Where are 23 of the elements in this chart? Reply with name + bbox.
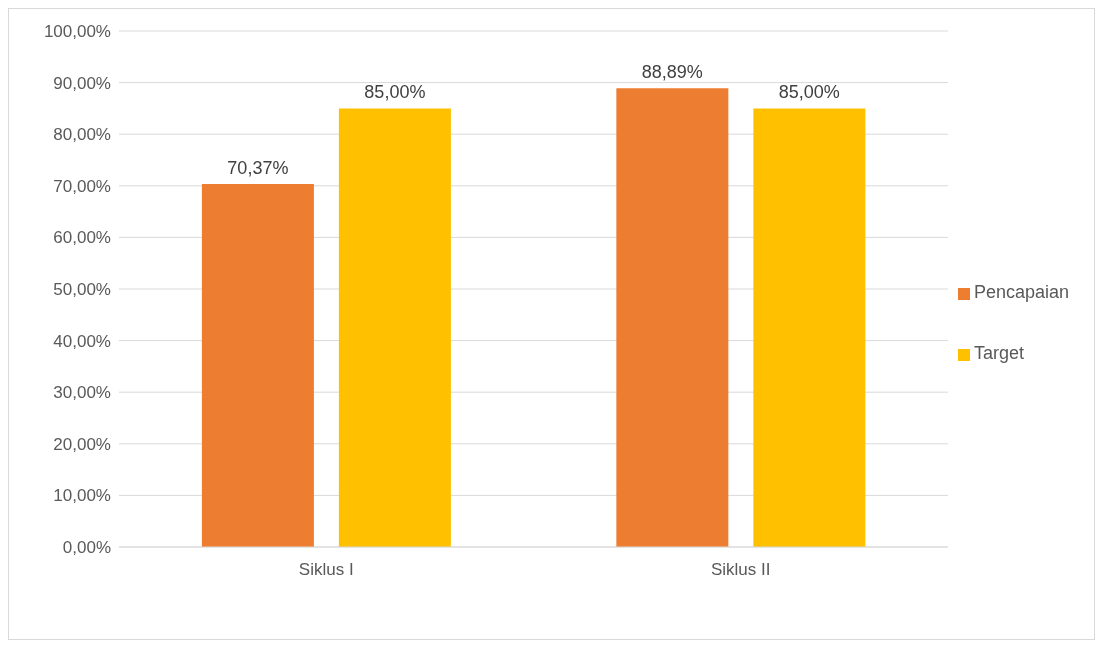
data-label: 88,89% — [641, 62, 703, 83]
y-tick-label: 90,00% — [53, 73, 111, 93]
bar — [753, 108, 866, 547]
y-tick-label: 70,00% — [53, 176, 111, 196]
y-tick-label: 80,00% — [53, 125, 111, 145]
y-tick-label: 20,00% — [53, 434, 111, 454]
legend-label: Target — [973, 343, 1024, 363]
bar — [338, 108, 451, 547]
y-tick-label: 10,00% — [53, 486, 111, 506]
y-tick-label: 100,00% — [43, 22, 111, 42]
data-label: 85,00% — [364, 82, 426, 103]
y-tick-label: 40,00% — [53, 331, 111, 351]
bar — [201, 183, 314, 547]
y-tick-label: 60,00% — [53, 228, 111, 248]
data-label: 70,37% — [227, 157, 289, 178]
x-tick-label: Siklus II — [710, 560, 771, 580]
bar — [616, 88, 729, 547]
data-label: 85,00% — [778, 82, 840, 103]
y-tick-label: 30,00% — [53, 383, 111, 403]
legend-label: Pencapaian — [973, 282, 1069, 302]
y-tick-label: 0,00% — [62, 538, 111, 558]
x-tick-label: Siklus I — [298, 560, 354, 580]
y-tick-label: 50,00% — [53, 280, 111, 300]
